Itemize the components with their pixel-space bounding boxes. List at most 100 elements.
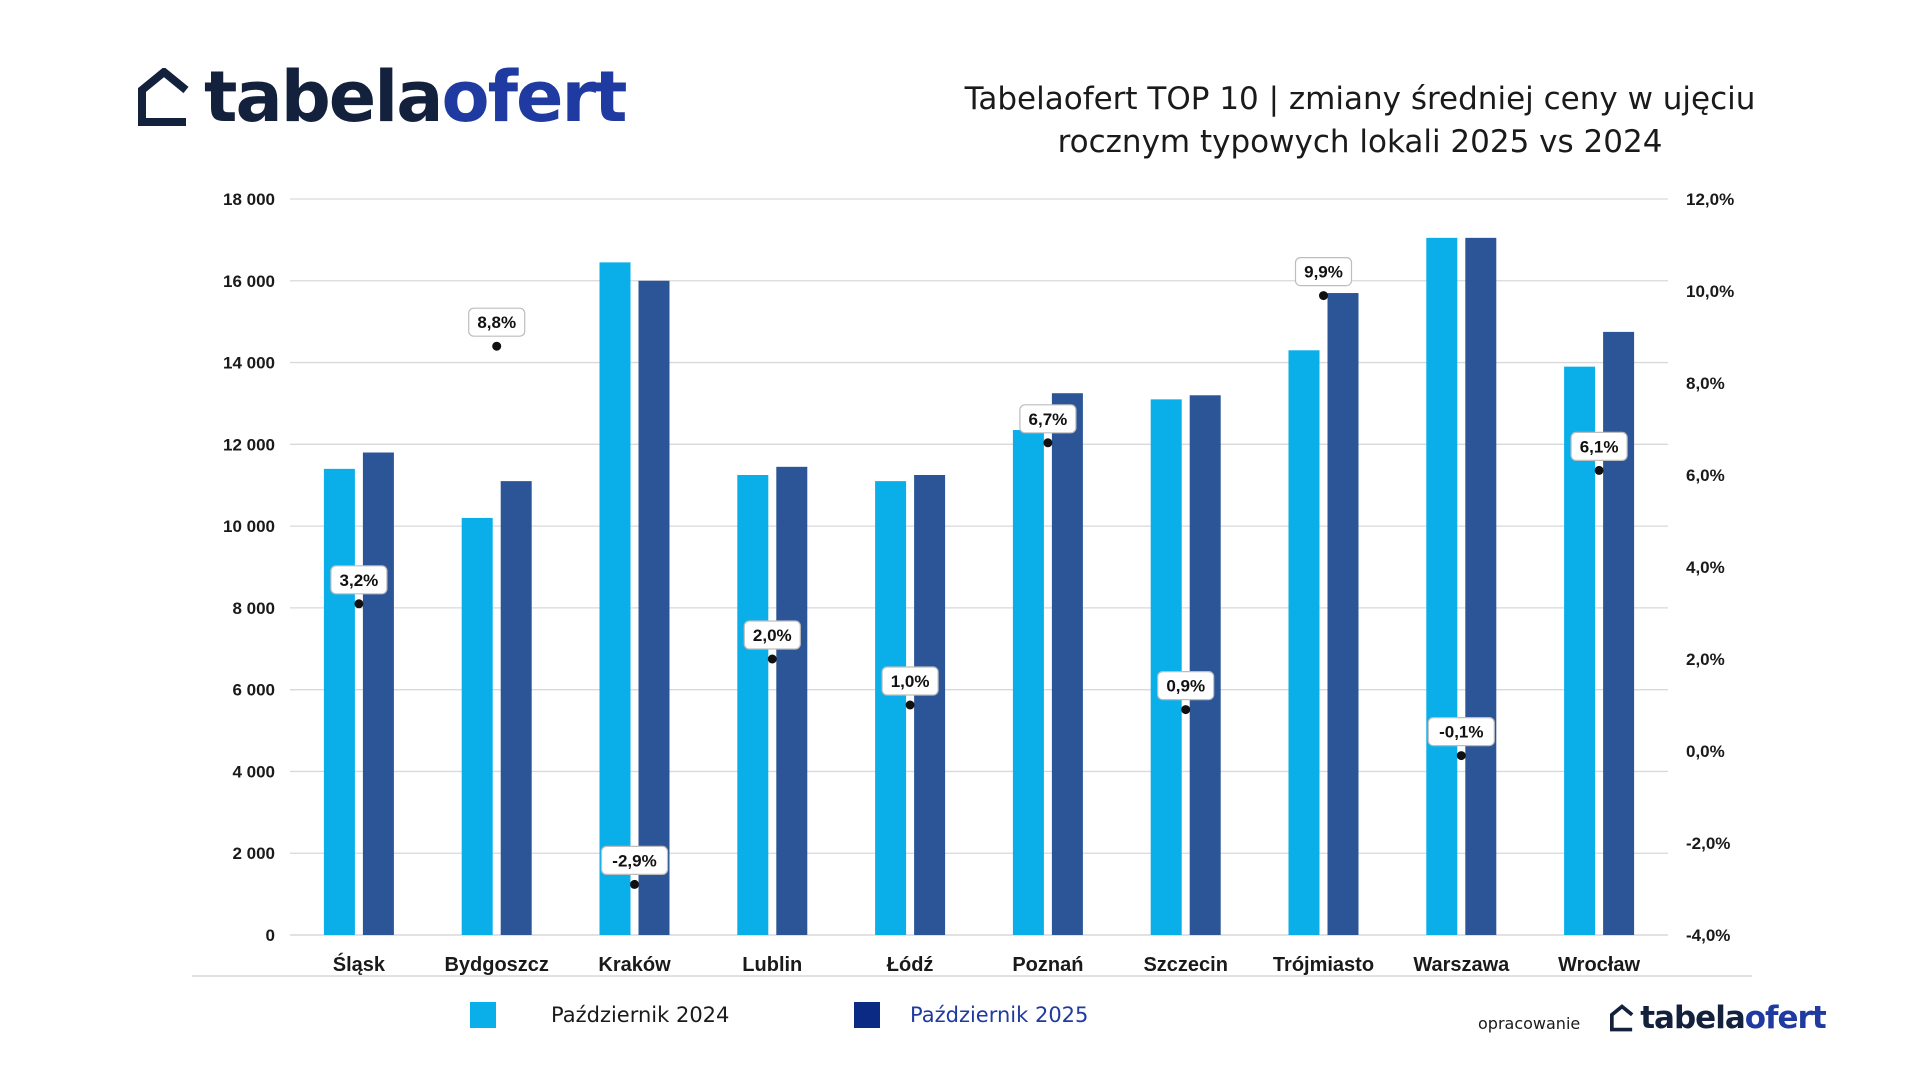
legend-label-2024: Październik 2024	[551, 1003, 730, 1027]
y2-tick-label: -2,0%	[1686, 834, 1730, 853]
bar-2024	[1426, 237, 1458, 935]
y2-tick-label: -4,0%	[1686, 926, 1730, 945]
legend-swatch-2024	[470, 1002, 496, 1028]
percent-point	[905, 700, 915, 710]
data-label: -2,9%	[612, 851, 656, 870]
bar-2024	[323, 468, 355, 935]
y2-tick-label: 2,0%	[1686, 650, 1725, 669]
credit: opracowanie tabela ofert	[1478, 1000, 1827, 1036]
credit-label: opracowanie	[1478, 1013, 1581, 1033]
legend-item-2025: Październik 2025	[854, 1002, 1088, 1028]
bar-series	[323, 237, 1635, 936]
y-tick-label: 12 000	[223, 435, 275, 454]
gridlines	[192, 198, 1752, 977]
percent-point	[492, 341, 502, 351]
y-tick-label: 14 000	[223, 354, 275, 373]
x-tick-label: Szczecin	[1143, 954, 1227, 976]
data-label-box	[1157, 670, 1215, 701]
data-label-box	[1427, 716, 1495, 747]
data-label: 3,2%	[340, 571, 379, 590]
bar-2025	[638, 280, 670, 935]
data-label-box	[1019, 404, 1077, 434]
percent-point	[1456, 751, 1466, 761]
y-tick-label: 8 000	[232, 599, 275, 618]
bar-2024	[1012, 430, 1044, 935]
data-label-box	[1570, 431, 1628, 461]
percent-point	[630, 879, 639, 889]
data-label: 8,8%	[477, 313, 516, 332]
house-icon	[1610, 1004, 1634, 1032]
x-tick-label: Lublin	[742, 954, 802, 976]
y-tick-label: 18 000	[223, 190, 275, 209]
percent-point	[1594, 465, 1604, 475]
x-tick-label: Trójmiasto	[1273, 954, 1374, 976]
logo-text-accent: ofert	[441, 56, 628, 138]
data-label: 6,1%	[1580, 437, 1619, 456]
y-axis-right: -4,0% -2,0% 0,0% 2,0% 4,0% 6,0% 8,0% 10,0% 12,0%	[1686, 190, 1734, 945]
percent-point	[1043, 438, 1053, 448]
data-label-box	[743, 620, 801, 650]
chart-title: Tabelaofert TOP 10 | zmiany średniej cen…	[940, 78, 1780, 164]
y-tick-label: 0	[266, 926, 275, 945]
bar-2025	[1465, 237, 1497, 935]
bar-2024	[599, 262, 631, 935]
x-tick-label: Śląsk	[333, 952, 386, 976]
percent-point	[354, 599, 364, 609]
bar-2025	[1051, 393, 1083, 935]
x-tick-label: Wrocław	[1558, 954, 1640, 976]
y2-tick-label: 12,0%	[1686, 190, 1734, 209]
logo-text-primary: tabela	[204, 56, 444, 138]
chart-title-line-2: rocznym typowych lokali 2025 vs 2024	[1057, 124, 1663, 160]
data-label: 6,7%	[1029, 410, 1068, 429]
data-label: 1,0%	[891, 672, 930, 691]
bar-2024	[1288, 350, 1320, 935]
percent-point	[1319, 291, 1328, 301]
chart-title-line-1: Tabelaofert TOP 10 | zmiany średniej cen…	[964, 81, 1756, 117]
house-icon	[138, 68, 189, 126]
data-label-box	[600, 845, 669, 876]
y-tick-label: 10 000	[223, 517, 275, 536]
legend-item-2024: Październik 2024	[470, 1002, 729, 1028]
y2-tick-label: 0,0%	[1686, 742, 1725, 761]
legend-label-2025: Październik 2025	[910, 1003, 1089, 1027]
y2-tick-label: 6,0%	[1686, 466, 1725, 485]
data-label: -0,1%	[1439, 723, 1483, 742]
y2-tick-label: 8,0%	[1686, 374, 1725, 393]
percent-change-points: 3,2% 8,8% -2,9% 2,0% 1,0% 6,7% 0,9% 9,9% -0,1% 6,…	[330, 257, 1628, 889]
y-tick-label: 4 000	[232, 762, 275, 781]
y2-tick-label: 10,0%	[1686, 282, 1734, 301]
data-label: 9,9%	[1304, 263, 1343, 282]
data-label-box	[468, 307, 526, 337]
y-tick-label: 6 000	[232, 681, 275, 700]
data-label: 0,9%	[1166, 677, 1205, 696]
x-tick-label: Warszawa	[1413, 954, 1510, 976]
bar-2025	[1603, 331, 1635, 935]
x-tick-label: Łódź	[887, 954, 934, 976]
bar-2025	[362, 452, 394, 935]
x-tick-label: Poznań	[1012, 954, 1083, 976]
credit-logo-text-accent: ofert	[1744, 1000, 1827, 1036]
data-label-box	[881, 666, 939, 696]
bar-2024	[737, 475, 769, 935]
x-axis: Śląsk Bydgoszcz Kraków Lublin Łódź Poznań Szcz…	[333, 952, 1641, 976]
bar-2025	[1189, 395, 1221, 935]
bar-2024	[875, 481, 907, 935]
x-tick-label: Bydgoszcz	[444, 954, 548, 976]
bar-2025	[776, 466, 808, 935]
bar-2024	[461, 517, 493, 935]
x-tick-label: Kraków	[598, 954, 671, 976]
bar-2024	[1564, 366, 1596, 936]
bar-2025	[914, 475, 946, 935]
percent-point	[1181, 705, 1191, 715]
y-tick-label: 2 000	[232, 844, 275, 863]
y-tick-label: 16 000	[223, 272, 275, 291]
percent-point	[767, 654, 777, 664]
bar-2025	[1327, 293, 1359, 935]
y-axis-left: 0 2 000 4 000 6 000 8 000 10 000 12 000 14 000 1…	[223, 190, 275, 945]
data-label-box	[330, 565, 388, 595]
brand-logo: tabela ofert	[138, 56, 628, 138]
credit-logo-text-primary: tabela	[1640, 1000, 1745, 1036]
legend-swatch-2025	[854, 1002, 880, 1028]
data-label-box	[1294, 257, 1353, 287]
